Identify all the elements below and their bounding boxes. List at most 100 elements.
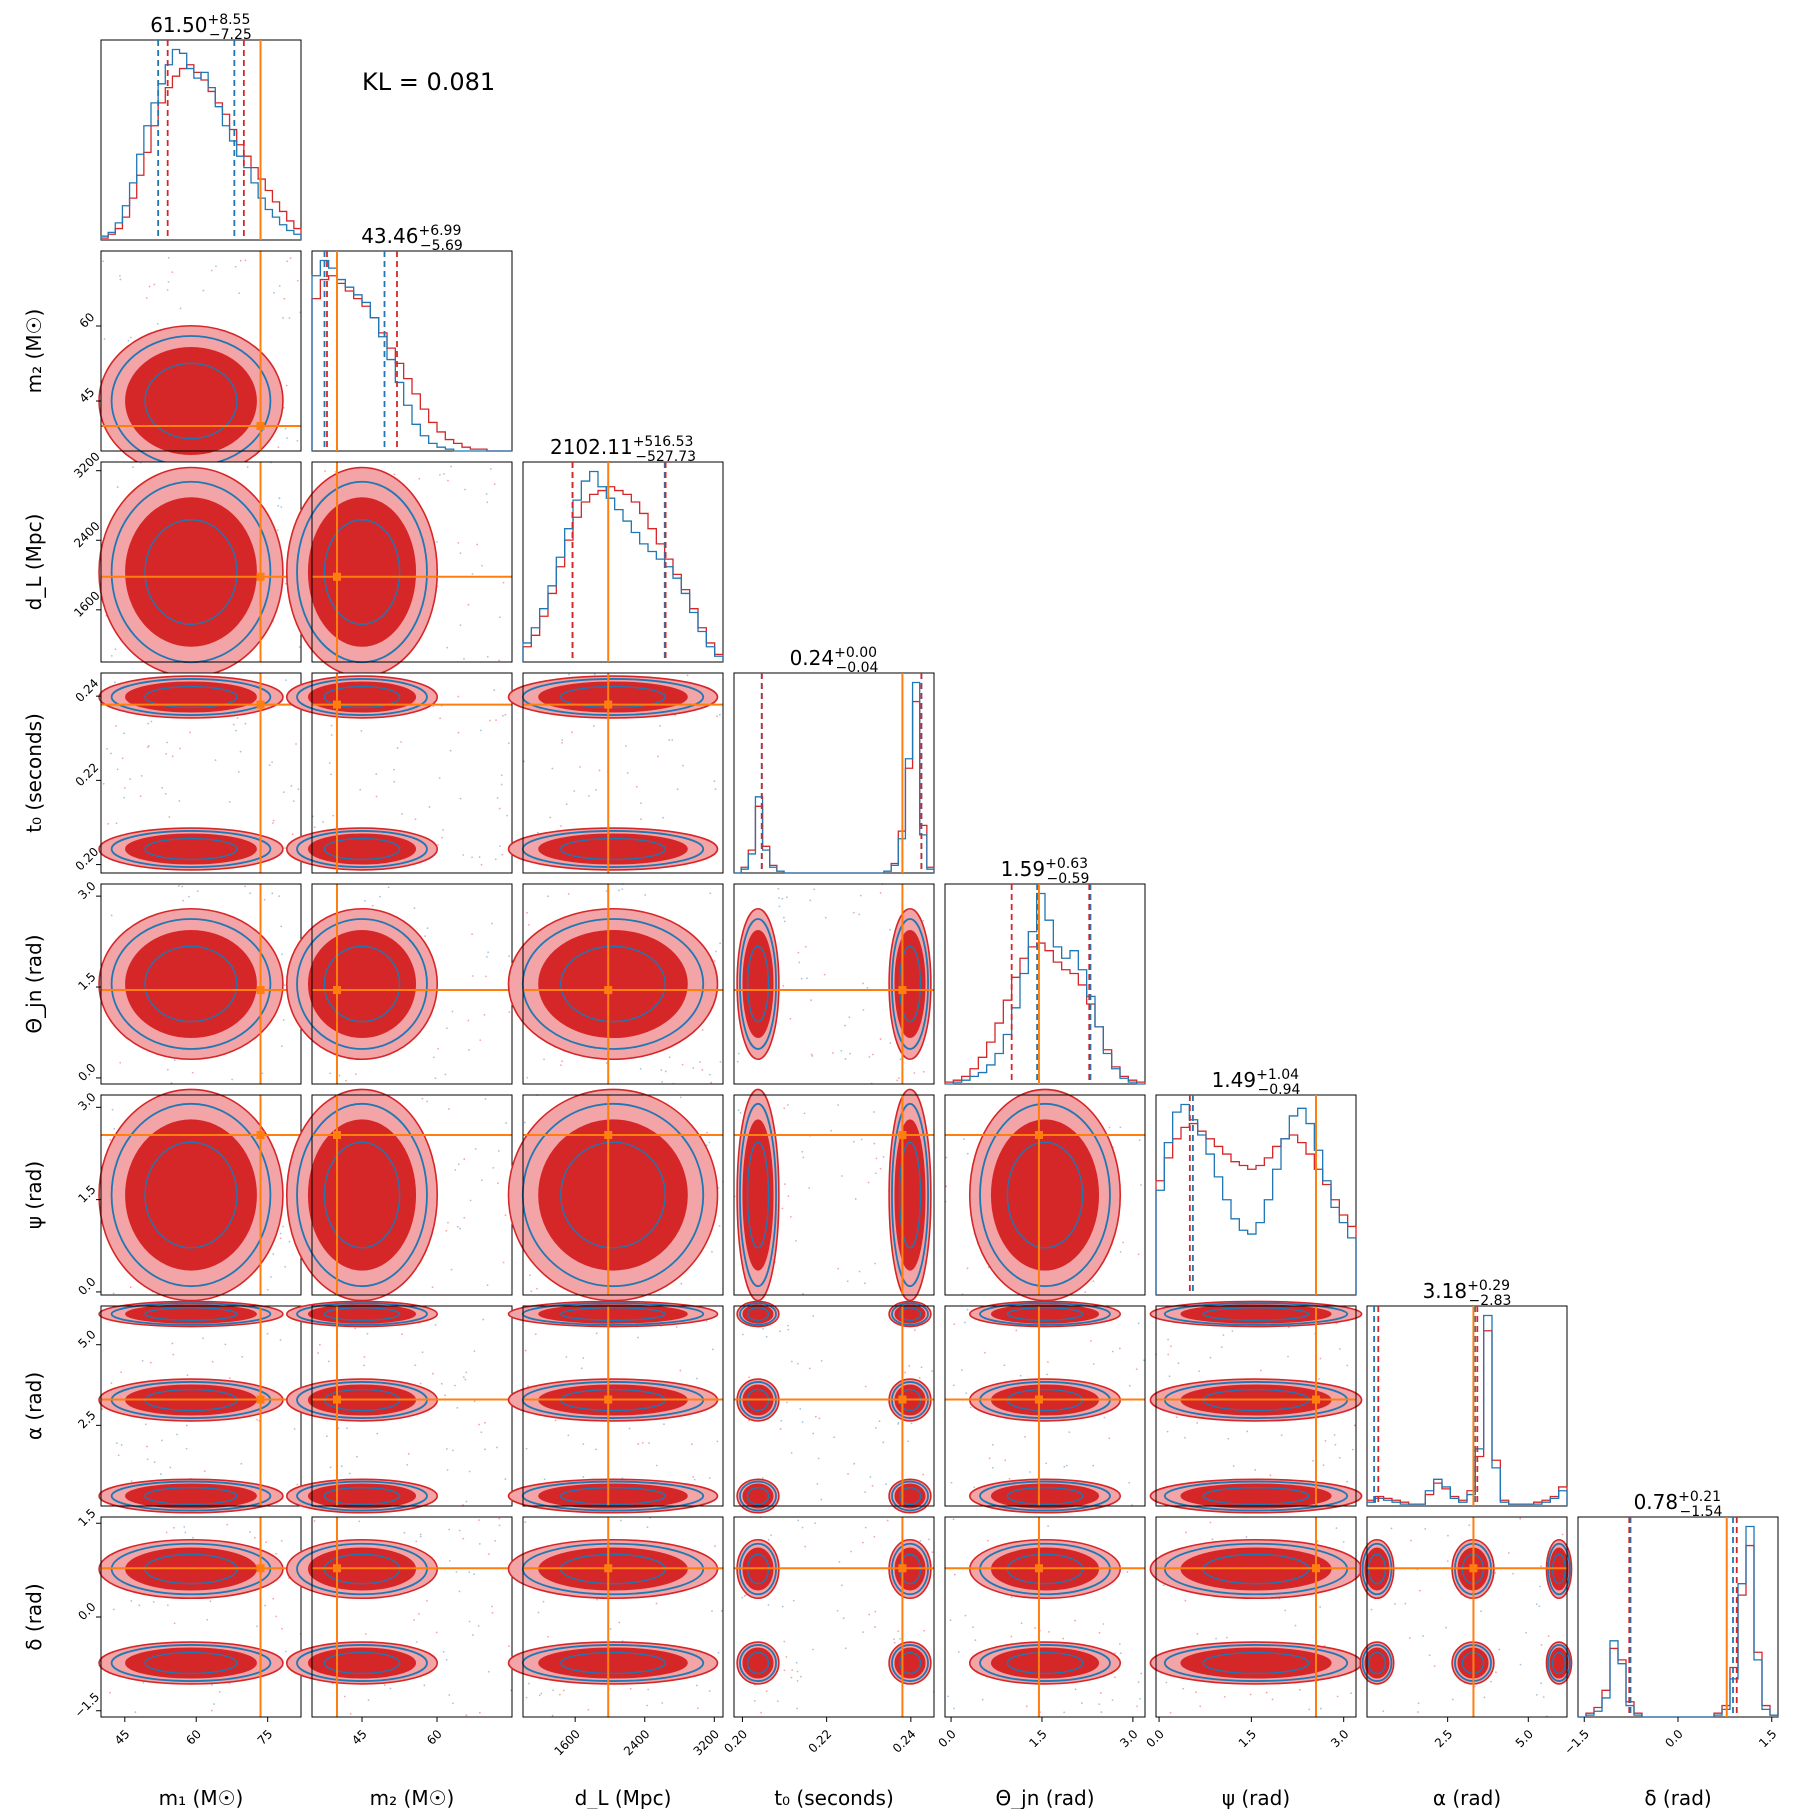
scatter-point	[714, 950, 717, 953]
scatter-point	[530, 1290, 533, 1293]
x-axis-label-dL: d_L (Mpc)	[575, 1786, 672, 1809]
scatter-point	[783, 1669, 786, 1672]
scatter-point	[496, 1182, 499, 1185]
scatter-point	[1540, 1644, 1543, 1646]
scatter-point	[445, 1658, 448, 1661]
scatter-point	[889, 1042, 892, 1044]
scatter-point	[438, 777, 441, 779]
scatter-point	[889, 928, 891, 931]
scatter-point	[478, 1423, 480, 1426]
scatter-point	[1015, 1329, 1018, 1332]
density-contour-blue	[979, 1102, 1111, 1288]
scatter-point	[451, 1449, 454, 1452]
scatter-point	[149, 1361, 152, 1364]
scatter-point	[868, 1056, 871, 1058]
scatter-point	[783, 1640, 786, 1643]
scatter-point	[120, 1444, 123, 1446]
y-axis-label-t0: t₀ (seconds)	[22, 713, 46, 833]
scatter-point	[147, 745, 150, 747]
scatter-point	[508, 1645, 510, 1647]
scatter-point	[112, 1292, 115, 1295]
scatter-point	[184, 1531, 187, 1534]
scatter-point	[1404, 1602, 1407, 1605]
panel-t0-delta: 0.20 0.22 0.24 t₀ (seconds)	[721, 1516, 935, 1809]
scatter-point	[647, 1688, 650, 1691]
scatter-point	[1542, 1696, 1545, 1699]
scatter-point	[778, 897, 780, 899]
scatter-point	[123, 732, 126, 735]
scatter-point	[525, 1696, 528, 1699]
x-tick-label: 0.0	[1143, 1727, 1166, 1750]
scatter-point	[498, 659, 501, 662]
scatter-point	[325, 1435, 328, 1438]
scatter-point	[711, 1250, 713, 1253]
scatter-point	[346, 1427, 348, 1430]
scatter-point	[1535, 1693, 1538, 1696]
scatter-point	[473, 1573, 475, 1576]
scatter-point	[502, 581, 505, 584]
x-tick-label: 1.5	[1236, 1727, 1259, 1750]
scatter-point	[1177, 1362, 1180, 1365]
scatter-point	[170, 1081, 173, 1084]
scatter-point	[393, 780, 396, 783]
scatter-point	[1512, 1572, 1514, 1575]
scatter-point	[244, 885, 247, 888]
scatter-point	[244, 259, 247, 262]
scatter-point	[280, 925, 283, 928]
truth-marker	[604, 1564, 613, 1573]
scatter-point	[202, 1337, 204, 1340]
scatter-point	[874, 1426, 877, 1429]
scatter-point	[185, 1424, 188, 1427]
panel-theta-psi	[944, 1088, 1146, 1302]
scatter-point	[662, 816, 665, 819]
scatter-point	[640, 802, 642, 805]
truth-marker	[1034, 1131, 1043, 1139]
scatter-point	[860, 1138, 863, 1141]
scatter-point	[1232, 1465, 1235, 1467]
scatter-point	[480, 863, 483, 866]
scatter-point	[442, 829, 445, 831]
scatter-point	[1382, 1710, 1385, 1713]
scatter-point	[812, 1648, 814, 1651]
scatter-point	[472, 1634, 474, 1636]
scatter-point	[1259, 1369, 1262, 1372]
scatter-point	[1182, 1687, 1185, 1690]
scatter-point	[161, 786, 164, 789]
scatter-point	[449, 749, 452, 752]
scatter-point	[543, 1058, 545, 1061]
density-contour-blue	[110, 1302, 272, 1326]
scatter-point	[330, 734, 333, 736]
scatter-point	[367, 1699, 370, 1702]
panel-theta-alpha	[944, 1300, 1146, 1514]
scatter-point	[134, 1711, 137, 1714]
scatter-point	[804, 1545, 807, 1548]
x-tick-label: 60	[183, 1727, 204, 1748]
scatter-point	[447, 1221, 449, 1224]
scatter-point	[765, 1335, 768, 1338]
scatter-point	[798, 961, 801, 964]
scatter-point	[456, 1225, 459, 1228]
scatter-point	[465, 1371, 468, 1374]
scatter-point	[492, 1166, 495, 1169]
scatter-point	[338, 1074, 341, 1077]
scatter-point	[966, 1267, 969, 1270]
scatter-point	[582, 1357, 585, 1359]
scatter-point	[1102, 1623, 1105, 1625]
scatter-point	[283, 984, 286, 987]
density-contour-core	[323, 1307, 401, 1321]
scatter-point	[450, 465, 453, 468]
scatter-point	[401, 1333, 403, 1336]
density-contour-blue	[296, 918, 428, 1050]
scatter-point	[844, 1058, 847, 1060]
scatter-point	[711, 1348, 714, 1351]
scatter-point	[899, 1058, 902, 1061]
scatter-point	[949, 1619, 952, 1622]
scatter-point	[785, 896, 788, 899]
panel-t0-psi	[733, 1088, 935, 1302]
scatter-point	[950, 1481, 953, 1484]
y-tick-label: 0.20	[73, 845, 102, 874]
scatter-point	[787, 1104, 789, 1106]
scatter-point	[173, 1526, 175, 1529]
y-axis-label-dL: d_L (Mpc)	[22, 514, 46, 611]
density-contour-core	[323, 945, 401, 1023]
